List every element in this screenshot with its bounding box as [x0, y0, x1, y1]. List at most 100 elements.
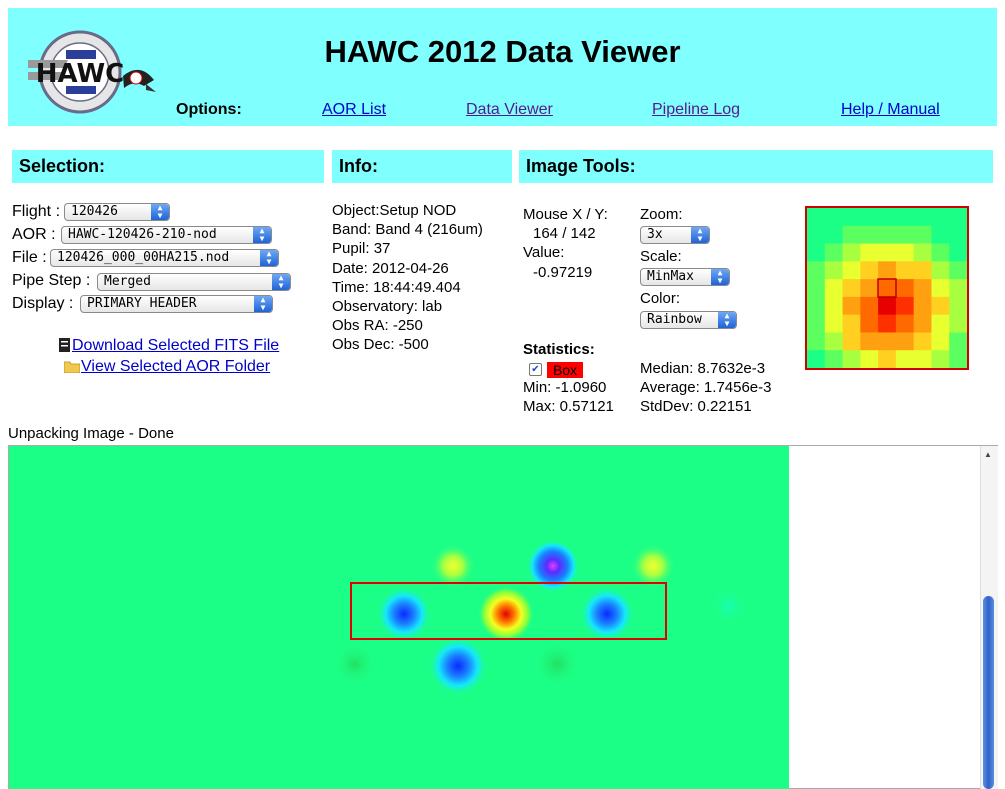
stat-average: Average: 1.7456e-3	[640, 379, 772, 396]
zoom-pixel	[807, 279, 826, 298]
color-select[interactable]: Rainbow ▲ ▼	[640, 311, 737, 329]
scale-select[interactable]: MinMax ▲ ▼	[640, 268, 730, 286]
pixel-value-label: Value:	[523, 244, 565, 261]
stat-stddev: StdDev: 0.22151	[640, 398, 752, 415]
box-checkbox[interactable]: ✔	[529, 363, 542, 376]
zoom-pixel	[824, 225, 844, 245]
zoom-pixel	[913, 314, 932, 333]
display-label: Display :	[12, 295, 74, 312]
file-select-value: 120426_000_00HA215.nod	[57, 250, 230, 265]
zoom-pixel	[860, 243, 879, 262]
options-label: Options:	[176, 101, 242, 118]
zoom-pixel	[895, 314, 915, 333]
hawc-logo: HAWC	[28, 22, 163, 117]
mouse-xy-label: Mouse X / Y:	[523, 206, 608, 223]
display-select[interactable]: PRIMARY HEADER ▲ ▼	[80, 295, 273, 313]
zoom-pixel	[913, 225, 932, 245]
zoom-pixel	[895, 296, 915, 316]
info-pupil: Pupil: 37	[332, 240, 391, 257]
zoom-pixel	[949, 279, 967, 298]
zoom-pixel	[913, 332, 932, 351]
zoom-pixel	[878, 332, 897, 351]
zoom-pixel	[913, 350, 932, 368]
aor-select-value: HAWC-120426-210-nod	[68, 227, 217, 242]
select-arrows-icon: ▲ ▼	[272, 274, 290, 290]
zoom-pixel	[931, 314, 950, 333]
zoom-pixel	[931, 225, 950, 245]
zoom-pixel	[807, 332, 826, 351]
flight-select[interactable]: 120426 ▲ ▼	[64, 203, 170, 221]
zoom-pixel	[895, 332, 915, 351]
zoom-pixel	[931, 296, 950, 316]
zoom-pixel	[824, 314, 844, 333]
fits-image-canvas[interactable]	[9, 446, 789, 789]
flight-label: Flight :	[12, 203, 61, 220]
zoom-pixel	[895, 243, 915, 262]
nav-aor-list-link[interactable]: AOR List	[322, 101, 387, 118]
zoom-pixel	[860, 225, 879, 245]
zoom-pixel	[913, 296, 932, 316]
zoom-pixel	[860, 279, 879, 298]
zoom-pixel	[824, 243, 844, 262]
nav-help-manual-link[interactable]: Help / Manual	[841, 101, 940, 118]
zoom-pixel	[878, 261, 897, 280]
scale-select-value: MinMax	[647, 269, 694, 284]
zoom-label: Zoom:	[640, 206, 683, 223]
color-select-value: Rainbow	[647, 312, 702, 327]
color-label: Color:	[640, 290, 681, 307]
fits-file-icon	[58, 338, 72, 352]
nav-data-viewer-link[interactable]: Data Viewer	[466, 101, 553, 118]
zoom-pixel	[824, 261, 844, 280]
zoom-pixel	[807, 225, 826, 245]
zoom-pixel	[878, 296, 897, 316]
view-aor-folder-link[interactable]: View Selected AOR Folder	[81, 358, 271, 375]
zoom-select[interactable]: 3x ▲ ▼	[640, 226, 710, 244]
zoom-pixel	[824, 296, 844, 316]
info-obs-ra: Obs RA: -250	[332, 317, 423, 334]
zoom-pixel	[860, 296, 879, 316]
aor-select[interactable]: HAWC-120426-210-nod ▲ ▼	[61, 226, 272, 244]
flight-select-value: 120426	[71, 204, 118, 219]
zoom-pixel	[860, 332, 879, 351]
info-section-header: Info:	[332, 150, 512, 183]
pipe-step-select[interactable]: Merged ▲ ▼	[97, 273, 291, 291]
zoom-pixel	[842, 296, 861, 316]
logo-text: HAWC	[36, 59, 124, 89]
zoom-pixel	[860, 261, 879, 280]
selection-box	[350, 582, 667, 640]
zoom-pixel	[949, 208, 967, 227]
select-arrows-icon: ▲ ▼	[260, 250, 278, 266]
info-time: Time: 18:44:49.404	[332, 279, 461, 296]
stat-min: Min: -1.0960	[523, 379, 607, 396]
display-select-value: PRIMARY HEADER	[87, 296, 197, 311]
statistics-label: Statistics:	[523, 341, 595, 358]
pixel-value: -0.97219	[533, 264, 593, 281]
zoom-pixel	[807, 208, 826, 227]
zoom-pixel	[931, 350, 950, 368]
select-arrows-icon: ▲ ▼	[691, 227, 709, 243]
zoom-pixel	[895, 261, 915, 280]
pipe-step-label: Pipe Step :	[12, 272, 91, 289]
select-arrows-icon: ▲ ▼	[151, 204, 169, 220]
zoom-pixel	[931, 332, 950, 351]
zoom-pixel	[842, 350, 861, 368]
zoom-pixel	[878, 208, 897, 227]
download-fits-link[interactable]: Download Selected FITS File	[72, 337, 280, 354]
nav-pipeline-log-link[interactable]: Pipeline Log	[652, 101, 741, 118]
scrollbar-thumb[interactable]	[983, 596, 994, 789]
zoom-pixel	[913, 243, 932, 262]
zoom-pixel	[913, 279, 932, 298]
zoom-preview-panel	[805, 206, 969, 370]
box-stats-badge: Box	[547, 362, 583, 378]
pipe-step-select-value: Merged	[104, 274, 151, 289]
zoom-pixel	[824, 332, 844, 351]
folder-icon	[63, 360, 81, 374]
zoom-pixel	[842, 261, 861, 280]
file-select[interactable]: 120426_000_00HA215.nod ▲ ▼	[50, 249, 279, 267]
scroll-up-arrow-icon[interactable]: ▲	[984, 450, 992, 459]
selection-section-header: Selection:	[12, 150, 324, 183]
zoom-pixel	[949, 225, 967, 245]
zoom-pixel	[878, 314, 897, 333]
zoom-cursor-box	[877, 278, 897, 298]
zoom-pixel	[931, 208, 950, 227]
